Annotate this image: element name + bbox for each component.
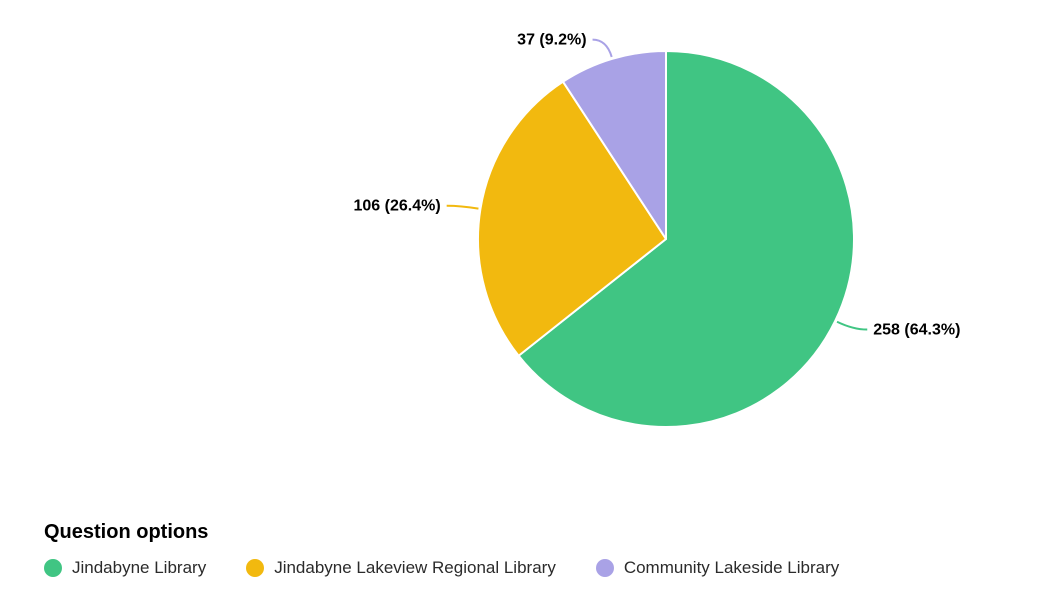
- legend-item-jindabyne-lakeview-regional-library[interactable]: Jindabyne Lakeview Regional Library: [246, 558, 556, 578]
- data-label-2: 37 (9.2%): [517, 32, 586, 49]
- legend-items: Jindabyne Library Jindabyne Lakeview Reg…: [44, 558, 839, 578]
- leader-line-2: [592, 38, 613, 58]
- legend-item-jindabyne-library[interactable]: Jindabyne Library: [44, 558, 206, 578]
- legend-label: Jindabyne Lakeview Regional Library: [274, 558, 556, 577]
- data-label-1: 106 (26.4%): [354, 198, 441, 215]
- pie-slice-1[interactable]: [477, 80, 667, 357]
- legend-swatch-jindabyne-lakeview-regional-library: [246, 559, 265, 577]
- data-label-0: 258 (64.3%): [873, 322, 960, 339]
- pie-chart: 258 (64.3%) 106 (26.4%) 37 (9.2%): [354, 32, 961, 428]
- pie-slice-0[interactable]: [517, 50, 855, 428]
- leader-line-0: [836, 320, 868, 331]
- legend-label: Community Lakeside Library: [623, 558, 840, 577]
- legend-title: Question options: [44, 521, 209, 543]
- leader-line-1: [446, 204, 479, 210]
- pie-slices: [477, 50, 855, 428]
- legend-item-community-lakeside-library[interactable]: Community Lakeside Library: [595, 558, 840, 578]
- legend: Question options Jindabyne Library Jinda…: [44, 520, 839, 578]
- legend-swatch-jindabyne-library: [44, 559, 62, 577]
- legend-swatch-community-lakeside-library: [595, 559, 614, 577]
- pie-slice-2[interactable]: [562, 50, 667, 240]
- legend-label: Jindabyne Library: [72, 558, 207, 577]
- pie-labels: 258 (64.3%) 106 (26.4%) 37 (9.2%): [354, 32, 961, 339]
